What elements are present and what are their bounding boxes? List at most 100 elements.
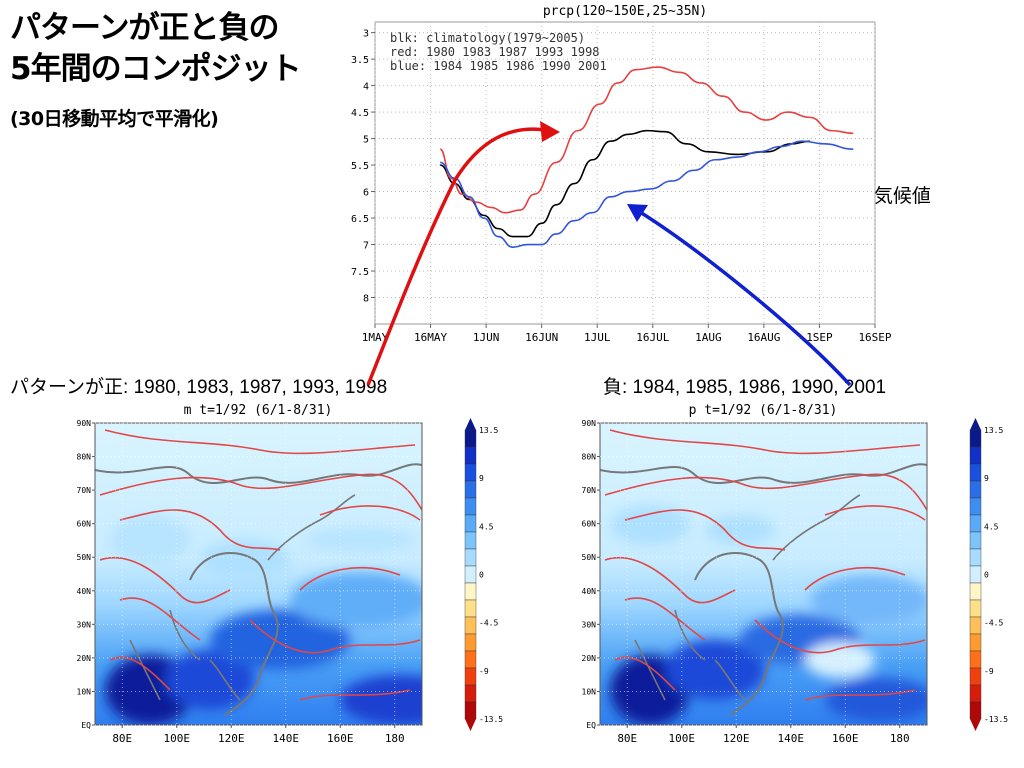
colorbar-segment [969, 667, 982, 686]
lat-label: 30N [77, 620, 92, 629]
lon-label: 80E [617, 732, 637, 745]
lat-label: 60N [77, 520, 92, 529]
lat-label: 40N [77, 587, 92, 596]
line-chart-legend: blk: climatology(1979~2005) red: 1980 19… [390, 31, 607, 73]
lat-label: 90N [77, 419, 92, 428]
map-positive-title: m t=1/92 (6/1-8/31) [184, 403, 333, 418]
map-positive-axes: 90N 80N 70N 60N 50N 40N 30N 20N 10N EQ 80E 100E 120E… [77, 419, 422, 745]
line-chart: prcp(120~150E,25~35N) 3 3.5 4 4.5 5 5.5 6 6.5 7 7… [351, 4, 892, 344]
x-tick-label: 1JUN [473, 331, 500, 344]
colorbar-segment [464, 684, 477, 703]
lat-label: 10N [77, 687, 92, 696]
lat-label: 30N [582, 620, 597, 629]
lat-label: 40N [582, 587, 597, 596]
y-tick-label: 5 [363, 135, 369, 146]
lon-label: 80E [112, 732, 132, 745]
legend-line-red: red: 1980 1983 1987 1993 1998 [390, 45, 600, 59]
colorbar-label: 0 [984, 571, 989, 580]
negative-years-label: 負: 1984, 1985, 1986, 1990, 2001 [603, 377, 887, 398]
lat-label: 60N [582, 520, 597, 529]
colorbar-segment [464, 667, 477, 686]
slide-subtitle: (30日移動平均で平滑化) [10, 108, 219, 130]
slide-title-line2: 5年間のコンポジット [10, 51, 302, 87]
lon-label: 100E [164, 732, 191, 745]
blue-arrow-head [627, 204, 648, 222]
colorbar-segment [464, 446, 477, 465]
lat-label: 90N [582, 419, 597, 428]
line-chart-title: prcp(120~150E,25~35N) [543, 4, 707, 19]
y-tick-label: 3 [363, 29, 369, 40]
lat-label: EQ [81, 721, 91, 730]
colorbar-segment [969, 446, 982, 465]
lon-label: 180 [890, 732, 910, 745]
x-tick-label: 1MAY [362, 331, 389, 344]
colorbar-segment [464, 650, 477, 669]
lon-label: 140E [778, 732, 805, 745]
colorbar-segment [464, 633, 477, 652]
map-negative-field [600, 423, 927, 725]
map-negative-title: p t=1/92 (6/1-8/31) [689, 403, 838, 418]
lon-label: 180 [385, 732, 405, 745]
colorbar-segment [464, 582, 477, 601]
y-tick-label: 6.5 [351, 214, 369, 225]
lon-label: 120E [723, 732, 750, 745]
colorbar-label: 9 [984, 474, 989, 483]
colorbar-bottom-arrow [465, 719, 476, 731]
red-arrow-head [540, 121, 560, 142]
colorbar-top-arrow [465, 418, 476, 430]
colorbar-segment [464, 701, 477, 720]
lat-label: 70N [582, 486, 597, 495]
colorbar-segment [464, 480, 477, 499]
colorbar-segment [464, 599, 477, 618]
colorbar-label: -4.5 [479, 619, 498, 628]
colorbar-segment [969, 531, 982, 550]
lat-label: 20N [582, 654, 597, 663]
slide-title-line1: パターンが正と負の [10, 10, 279, 46]
y-tick-label: 8 [363, 294, 369, 305]
line-chart-series [439, 66, 854, 248]
colorbar-label: 4.5 [984, 522, 999, 531]
lat-label: 80N [582, 453, 597, 462]
legend-line-climatology: blk: climatology(1979~2005) [390, 31, 585, 45]
x-tick-label: 16SEP [858, 331, 891, 344]
colorbar-label: -4.5 [984, 619, 1003, 628]
colorbar-segment [969, 701, 982, 720]
colorbar-label: 13.5 [479, 426, 498, 435]
series-line-blue [440, 140, 854, 248]
colorbar-segment [969, 429, 982, 448]
colorbar-label: 4.5 [479, 522, 494, 531]
x-tick-label: 16AUG [747, 331, 780, 344]
x-tick-label: 16JUN [525, 331, 558, 344]
slide-title: パターンが正と負の 5年間のコンポジット [10, 8, 302, 89]
lat-label: EQ [586, 721, 596, 730]
colorbar-segment [969, 650, 982, 669]
colorbar-segment [464, 514, 477, 533]
y-tick-label: 7.5 [351, 267, 369, 278]
colorbar-label: -9 [479, 667, 489, 676]
positive-years-label: パターンが正: 1980, 1983, 1987, 1993, 1998 [10, 377, 388, 398]
lon-label: 100E [669, 732, 696, 745]
y-tick-label: 4.5 [351, 108, 369, 119]
lon-label: 140E [273, 732, 300, 745]
colorbar-segment [464, 531, 477, 550]
colorbar-segment [969, 582, 982, 601]
series-line-climatology [439, 129, 810, 238]
map-negative-axes: 90N 80N 70N 60N 50N 40N 30N 20N 10N EQ 80E 100E 120E… [582, 419, 927, 745]
colorbar-bottom-arrow [970, 719, 981, 731]
colorbar-segment [969, 633, 982, 652]
lon-label: 120E [218, 732, 245, 745]
colorbar-segment [969, 684, 982, 703]
colorbar-label: -9 [984, 667, 994, 676]
lon-label: 160E [327, 732, 354, 745]
lat-label: 80N [77, 453, 92, 462]
colorbar-segment [969, 548, 982, 567]
y-tick-label: 6 [363, 188, 369, 199]
colorbar-top-arrow [970, 418, 981, 430]
legend-line-blue: blue: 1984 1985 1986 1990 2001 [390, 59, 607, 73]
colorbar-segment [464, 548, 477, 567]
colorbar-segment [969, 480, 982, 499]
x-tick-label: 1SEP [806, 331, 833, 344]
colorbar-segment [464, 616, 477, 635]
lat-label: 50N [77, 553, 92, 562]
